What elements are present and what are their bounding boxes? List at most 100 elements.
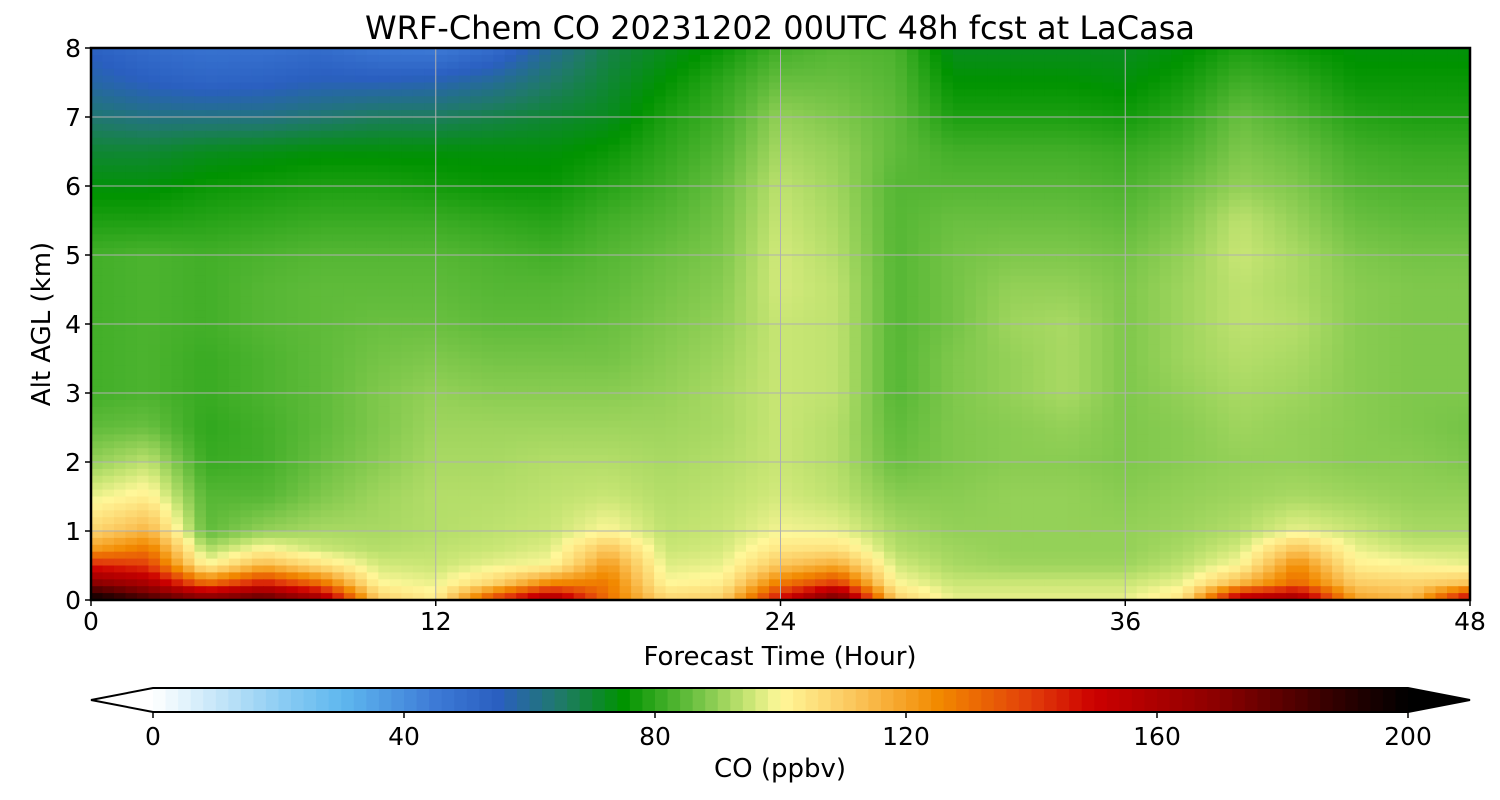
heatmap-cell [906, 96, 919, 104]
heatmap-cell [573, 186, 586, 194]
heatmap-cell [608, 172, 621, 180]
heatmap-cell [309, 179, 322, 187]
heatmap-cell [987, 317, 1000, 325]
heatmap-cell [355, 289, 368, 297]
heatmap-cell [677, 261, 690, 270]
heatmap-cell [1113, 192, 1126, 201]
heatmap-cell [1021, 54, 1034, 63]
heatmap-cell [791, 220, 805, 228]
heatmap-cell [1458, 117, 1470, 125]
heatmap-cell [470, 296, 483, 304]
heatmap-cell [1389, 317, 1402, 325]
heatmap-cell [205, 241, 219, 249]
heatmap-cell [251, 75, 264, 84]
heatmap-cell [780, 137, 793, 146]
heatmap-cell [998, 103, 1011, 111]
heatmap-cell [1056, 213, 1069, 222]
heatmap-cell [355, 165, 368, 173]
heatmap-cell [1171, 117, 1184, 125]
heatmap-cell [102, 261, 115, 270]
heatmap-cell [723, 220, 736, 228]
heatmap-cell [1309, 54, 1322, 63]
heatmap-cell [975, 144, 988, 153]
heatmap-cell [1435, 144, 1448, 153]
heatmap-cell [677, 137, 690, 146]
heatmap-cell [125, 303, 138, 311]
heatmap-cell [929, 199, 942, 208]
heatmap-cell [1343, 303, 1356, 311]
heatmap-cell [849, 317, 862, 325]
heatmap-cell [1102, 82, 1115, 90]
heatmap-cell [677, 110, 690, 118]
heatmap-cell [320, 248, 333, 256]
heatmap-cell [309, 199, 322, 208]
heatmap-cell [1458, 82, 1470, 90]
heatmap-cell [1159, 317, 1172, 325]
heatmap-cell [194, 158, 207, 166]
heatmap-cell [1010, 227, 1023, 235]
heatmap-cell [1355, 123, 1368, 132]
heatmap-cell [435, 330, 448, 339]
heatmap-cell [1274, 303, 1287, 311]
heatmap-cell [1090, 234, 1103, 242]
heatmap-cell [619, 158, 632, 166]
heatmap-cell [711, 165, 724, 173]
heatmap-cell [711, 310, 724, 318]
heatmap-cell [1090, 282, 1103, 291]
heatmap-cell [1366, 317, 1379, 325]
heatmap-cell [1309, 199, 1322, 208]
heatmap-cell [1067, 248, 1080, 256]
heatmap-cell [136, 220, 150, 228]
heatmap-cell [1021, 289, 1034, 297]
heatmap-cell [1044, 289, 1057, 297]
heatmap-cell [91, 54, 104, 63]
heatmap-cell [1182, 89, 1195, 97]
heatmap-cell [1182, 96, 1195, 104]
heatmap-cell [688, 199, 701, 208]
heatmap-cell [1240, 317, 1253, 325]
heatmap-cell [171, 110, 184, 118]
heatmap-cell [240, 117, 253, 125]
heatmap-cell [136, 179, 150, 187]
heatmap-cell [1090, 54, 1103, 63]
heatmap-cell [366, 241, 379, 249]
heatmap-cell [1217, 206, 1230, 215]
heatmap-cell [596, 303, 609, 311]
heatmap-cell [631, 137, 644, 146]
heatmap-cell [424, 110, 437, 118]
heatmap-cell [332, 324, 345, 332]
heatmap-cell [895, 199, 908, 208]
heatmap-cell [929, 324, 942, 332]
heatmap-cell [1136, 282, 1149, 291]
heatmap-cell [527, 123, 540, 132]
heatmap-cell [1355, 261, 1368, 270]
heatmap-cell [274, 186, 287, 194]
heatmap-cell [286, 68, 299, 77]
heatmap-cell [1125, 151, 1138, 159]
heatmap-cell [343, 82, 356, 90]
heatmap-cell [309, 172, 322, 180]
heatmap-cell [1412, 103, 1425, 111]
heatmap-cell [711, 317, 724, 325]
heatmap-cell [711, 206, 724, 215]
heatmap-cell [1412, 255, 1425, 263]
heatmap-cell [1309, 310, 1322, 318]
heatmap-cell [814, 103, 828, 111]
heatmap-cell [1033, 48, 1046, 56]
heatmap-cell [1366, 289, 1379, 297]
heatmap-cell [665, 68, 678, 77]
heatmap-cell [205, 248, 219, 256]
heatmap-cell [826, 255, 839, 263]
heatmap-cell [757, 82, 770, 90]
heatmap-cell [493, 234, 506, 242]
heatmap-cell [1228, 206, 1241, 215]
heatmap-cell [860, 179, 874, 187]
heatmap-cell [1435, 261, 1448, 270]
heatmap-cell [826, 130, 839, 139]
heatmap-cell [757, 220, 770, 228]
heatmap-cell [159, 68, 173, 77]
heatmap-cell [1320, 137, 1333, 146]
heatmap-cell [401, 61, 414, 70]
heatmap-cell [182, 89, 196, 97]
heatmap-cell [654, 117, 667, 125]
